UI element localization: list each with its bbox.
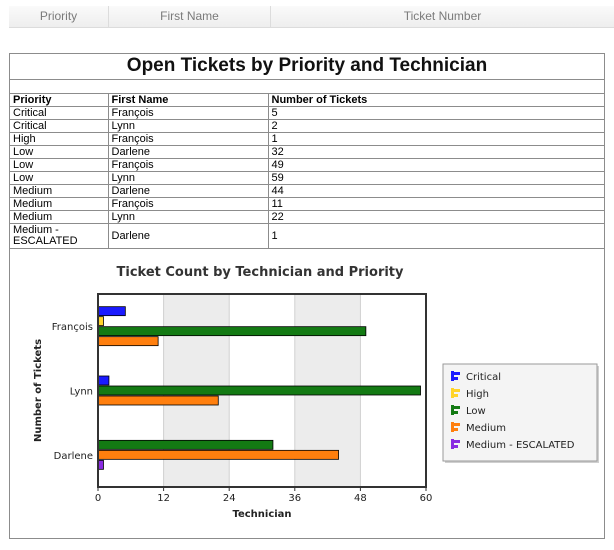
legend-label-2: Low: [466, 406, 486, 417]
table-row: Medium François 11: [10, 197, 604, 211]
legend-label-0: Critical: [466, 372, 501, 383]
cell-first-name: Darlene: [107, 184, 269, 198]
x-axis-title: Technician: [232, 509, 291, 520]
cell-priority: Medium - ESCALATED: [10, 223, 109, 249]
legend-swatch-0: [454, 372, 460, 375]
bar-0-0: [97, 306, 126, 317]
cell-priority: High: [10, 132, 109, 146]
table-row: Low Lynn 59: [10, 171, 604, 185]
report-spacer-row: [10, 80, 604, 94]
bar-1-3: [97, 395, 219, 406]
x-tick-label: 48: [354, 493, 367, 504]
legend-swatch-3: [454, 423, 460, 426]
cell-priority: Medium: [10, 184, 109, 198]
x-tick-label: 12: [157, 493, 170, 504]
chart-container: Ticket Count by Technician and Priority F…: [10, 256, 604, 538]
table-row: Medium Lynn 22: [10, 210, 604, 224]
x-tick-label: 24: [223, 493, 236, 504]
table-row: Low François 49: [10, 158, 604, 172]
table-row: Critical François 5: [10, 106, 604, 120]
table-header-first-name: First Name: [107, 93, 269, 107]
cell-first-name: Lynn: [107, 119, 269, 133]
legend-swatch-4: [454, 445, 458, 448]
legend-swatch-0: [454, 377, 458, 380]
y-tick-label: François: [52, 322, 93, 333]
report-title-row: Open Tickets by Priority and Technician: [10, 54, 604, 80]
cell-ticket-count: 5: [267, 106, 604, 120]
plot-frame: [97, 293, 427, 488]
legend-swatch-3: [451, 422, 454, 432]
legend-label-4: Medium - ESCALATED: [466, 440, 575, 451]
legend-box: [442, 363, 598, 462]
table-row: Medium Darlene 44: [10, 184, 604, 198]
legend-swatch-0: [451, 371, 454, 381]
cell-ticket-count: 1: [267, 223, 604, 249]
column-header-first-name[interactable]: First Name: [109, 6, 271, 27]
cell-ticket-count: 22: [267, 210, 604, 224]
ticket-count-chart: Ticket Count by Technician and Priority F…: [33, 265, 599, 520]
y-axis-title: Number of Tickets: [33, 339, 44, 442]
cell-ticket-count: 59: [267, 171, 604, 185]
cell-ticket-count: 11: [267, 197, 604, 211]
table-row: High François 1: [10, 132, 604, 146]
x-tick-label: 60: [420, 493, 433, 504]
cell-first-name: Lynn: [107, 210, 269, 224]
tickets-table: Priority First Name Number of Tickets Cr…: [10, 93, 604, 249]
cell-priority: Low: [10, 158, 109, 172]
cell-priority: Critical: [10, 119, 109, 133]
cell-ticket-count: 1: [267, 132, 604, 146]
bar-1-2: [97, 385, 421, 396]
cell-ticket-count: 44: [267, 184, 604, 198]
cell-priority: Medium: [10, 210, 109, 224]
cell-first-name: François: [107, 106, 269, 120]
cell-priority: Critical: [10, 106, 109, 120]
legend-swatch-2: [454, 411, 458, 414]
table-row: Medium - ESCALATED Darlene 1: [10, 223, 604, 249]
y-tick-label: Lynn: [70, 387, 93, 398]
cell-ticket-count: 49: [267, 158, 604, 172]
legend-swatch-4: [454, 440, 460, 443]
bar-2-3: [97, 449, 339, 460]
table-row: Critical Lynn 2: [10, 119, 604, 133]
table-header-ticket-count: Number of Tickets: [267, 93, 604, 107]
table-header-priority: Priority: [10, 93, 109, 107]
cell-priority: Low: [10, 145, 109, 159]
cell-priority: Low: [10, 171, 109, 185]
cell-ticket-count: 32: [267, 145, 604, 159]
cell-first-name: François: [107, 158, 269, 172]
x-tick-label: 36: [288, 493, 301, 504]
bar-0-3: [97, 336, 159, 347]
column-header-priority[interactable]: Priority: [9, 6, 109, 27]
legend-swatch-3: [454, 428, 458, 431]
y-tick-label: Darlene: [54, 451, 93, 462]
bar-1-0: [97, 375, 110, 386]
cell-first-name: François: [107, 132, 269, 146]
cell-first-name: Darlene: [107, 223, 269, 249]
report-frame: Open Tickets by Priority and Technician …: [9, 53, 605, 539]
legend-swatch-4: [451, 439, 454, 449]
legend-label-3: Medium: [466, 423, 506, 434]
cell-priority: Medium: [10, 197, 109, 211]
legend-swatch-1: [451, 388, 454, 398]
table-row: Low Darlene 32: [10, 145, 604, 159]
cell-ticket-count: 2: [267, 119, 604, 133]
bar-2-2: [97, 439, 274, 450]
cell-first-name: François: [107, 197, 269, 211]
x-tick-label: 0: [95, 493, 101, 504]
table-header-row: Priority First Name Number of Tickets: [10, 93, 604, 107]
cell-first-name: Darlene: [107, 145, 269, 159]
cell-first-name: Lynn: [107, 171, 269, 185]
report-title: Open Tickets by Priority and Technician: [126, 55, 488, 76]
legend-swatch-1: [454, 394, 458, 397]
legend-label-1: High: [466, 389, 489, 400]
legend-swatch-2: [451, 405, 454, 415]
column-header-ticket-number[interactable]: Ticket Number: [271, 6, 614, 27]
bar-0-2: [97, 326, 367, 337]
chart-title: Ticket Count by Technician and Priority: [117, 265, 405, 280]
legend-swatch-2: [454, 406, 460, 409]
legend-swatch-1: [454, 389, 460, 392]
column-header-bar: Priority First Name Ticket Number: [9, 6, 614, 28]
